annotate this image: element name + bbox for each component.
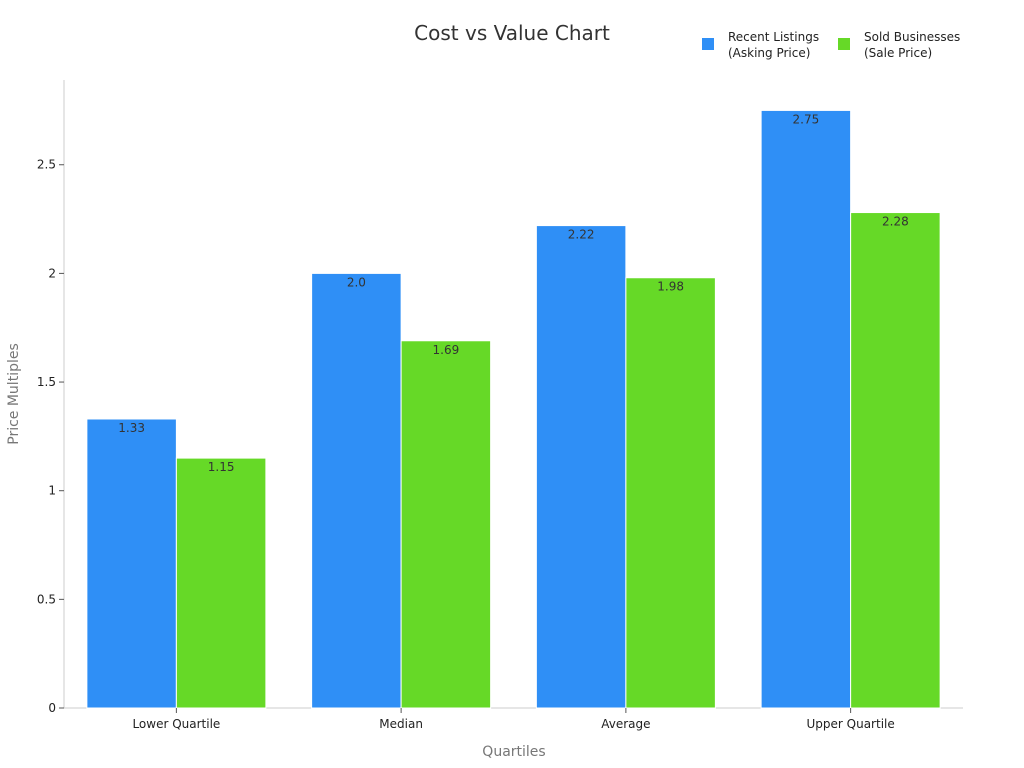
legend-label: (Asking Price) xyxy=(728,46,810,60)
legend-label: Recent Listings xyxy=(728,30,819,44)
bar-value-label: 1.15 xyxy=(208,460,235,474)
x-tick-label: Median xyxy=(379,717,423,731)
bar-0-3 xyxy=(760,109,852,709)
legend-swatch-0 xyxy=(702,38,714,50)
y-tick-label: 0 xyxy=(48,701,56,715)
bar-1-1 xyxy=(400,340,492,709)
x-axis-title: Quartiles xyxy=(482,744,545,760)
legend-swatch-1 xyxy=(838,38,850,50)
bar-1-3 xyxy=(850,212,941,709)
legend-label: Sold Businesses xyxy=(864,30,960,44)
legend-label: (Sale Price) xyxy=(864,46,932,60)
x-tick-label: Lower Quartile xyxy=(132,717,220,731)
data-labels: 1.33 1.15 2.0 1.69 2.22 1.98 2.75 2.28 xyxy=(118,112,908,474)
y-tick-label: 1.5 xyxy=(37,375,56,389)
bar-0-1 xyxy=(311,272,402,709)
bar-0-0 xyxy=(86,418,177,709)
bar-value-label: 2.75 xyxy=(793,112,820,126)
y-axis-ticks: 0 0.5 1 1.5 2 2.5 xyxy=(37,158,64,715)
bar-value-label: 2.0 xyxy=(347,275,366,289)
x-tick-label: Average xyxy=(601,717,650,731)
y-axis-title: Price Multiples xyxy=(6,343,22,445)
y-tick-label: 1 xyxy=(48,484,56,498)
x-axis-ticks: Lower Quartile Median Average Upper Quartil… xyxy=(132,708,895,731)
bar-value-label: 2.28 xyxy=(882,215,909,229)
bars xyxy=(86,109,941,709)
bar-1-0 xyxy=(175,457,267,709)
y-tick-label: 0.5 xyxy=(37,592,56,606)
bar-value-label: 2.22 xyxy=(568,228,595,242)
x-tick-label: Upper Quartile xyxy=(807,717,895,731)
y-tick-label: 2.5 xyxy=(37,158,56,172)
chart-title: Cost vs Value Chart xyxy=(414,21,610,45)
bar-value-label: 1.98 xyxy=(657,280,684,294)
bar-1-2 xyxy=(625,277,716,709)
bar-0-2 xyxy=(535,225,627,709)
legend: Recent Listings (Asking Price) Sold Busine… xyxy=(702,30,960,60)
bar-value-label: 1.69 xyxy=(433,343,460,357)
y-tick-label: 2 xyxy=(48,266,56,280)
bar-value-label: 1.33 xyxy=(118,421,145,435)
